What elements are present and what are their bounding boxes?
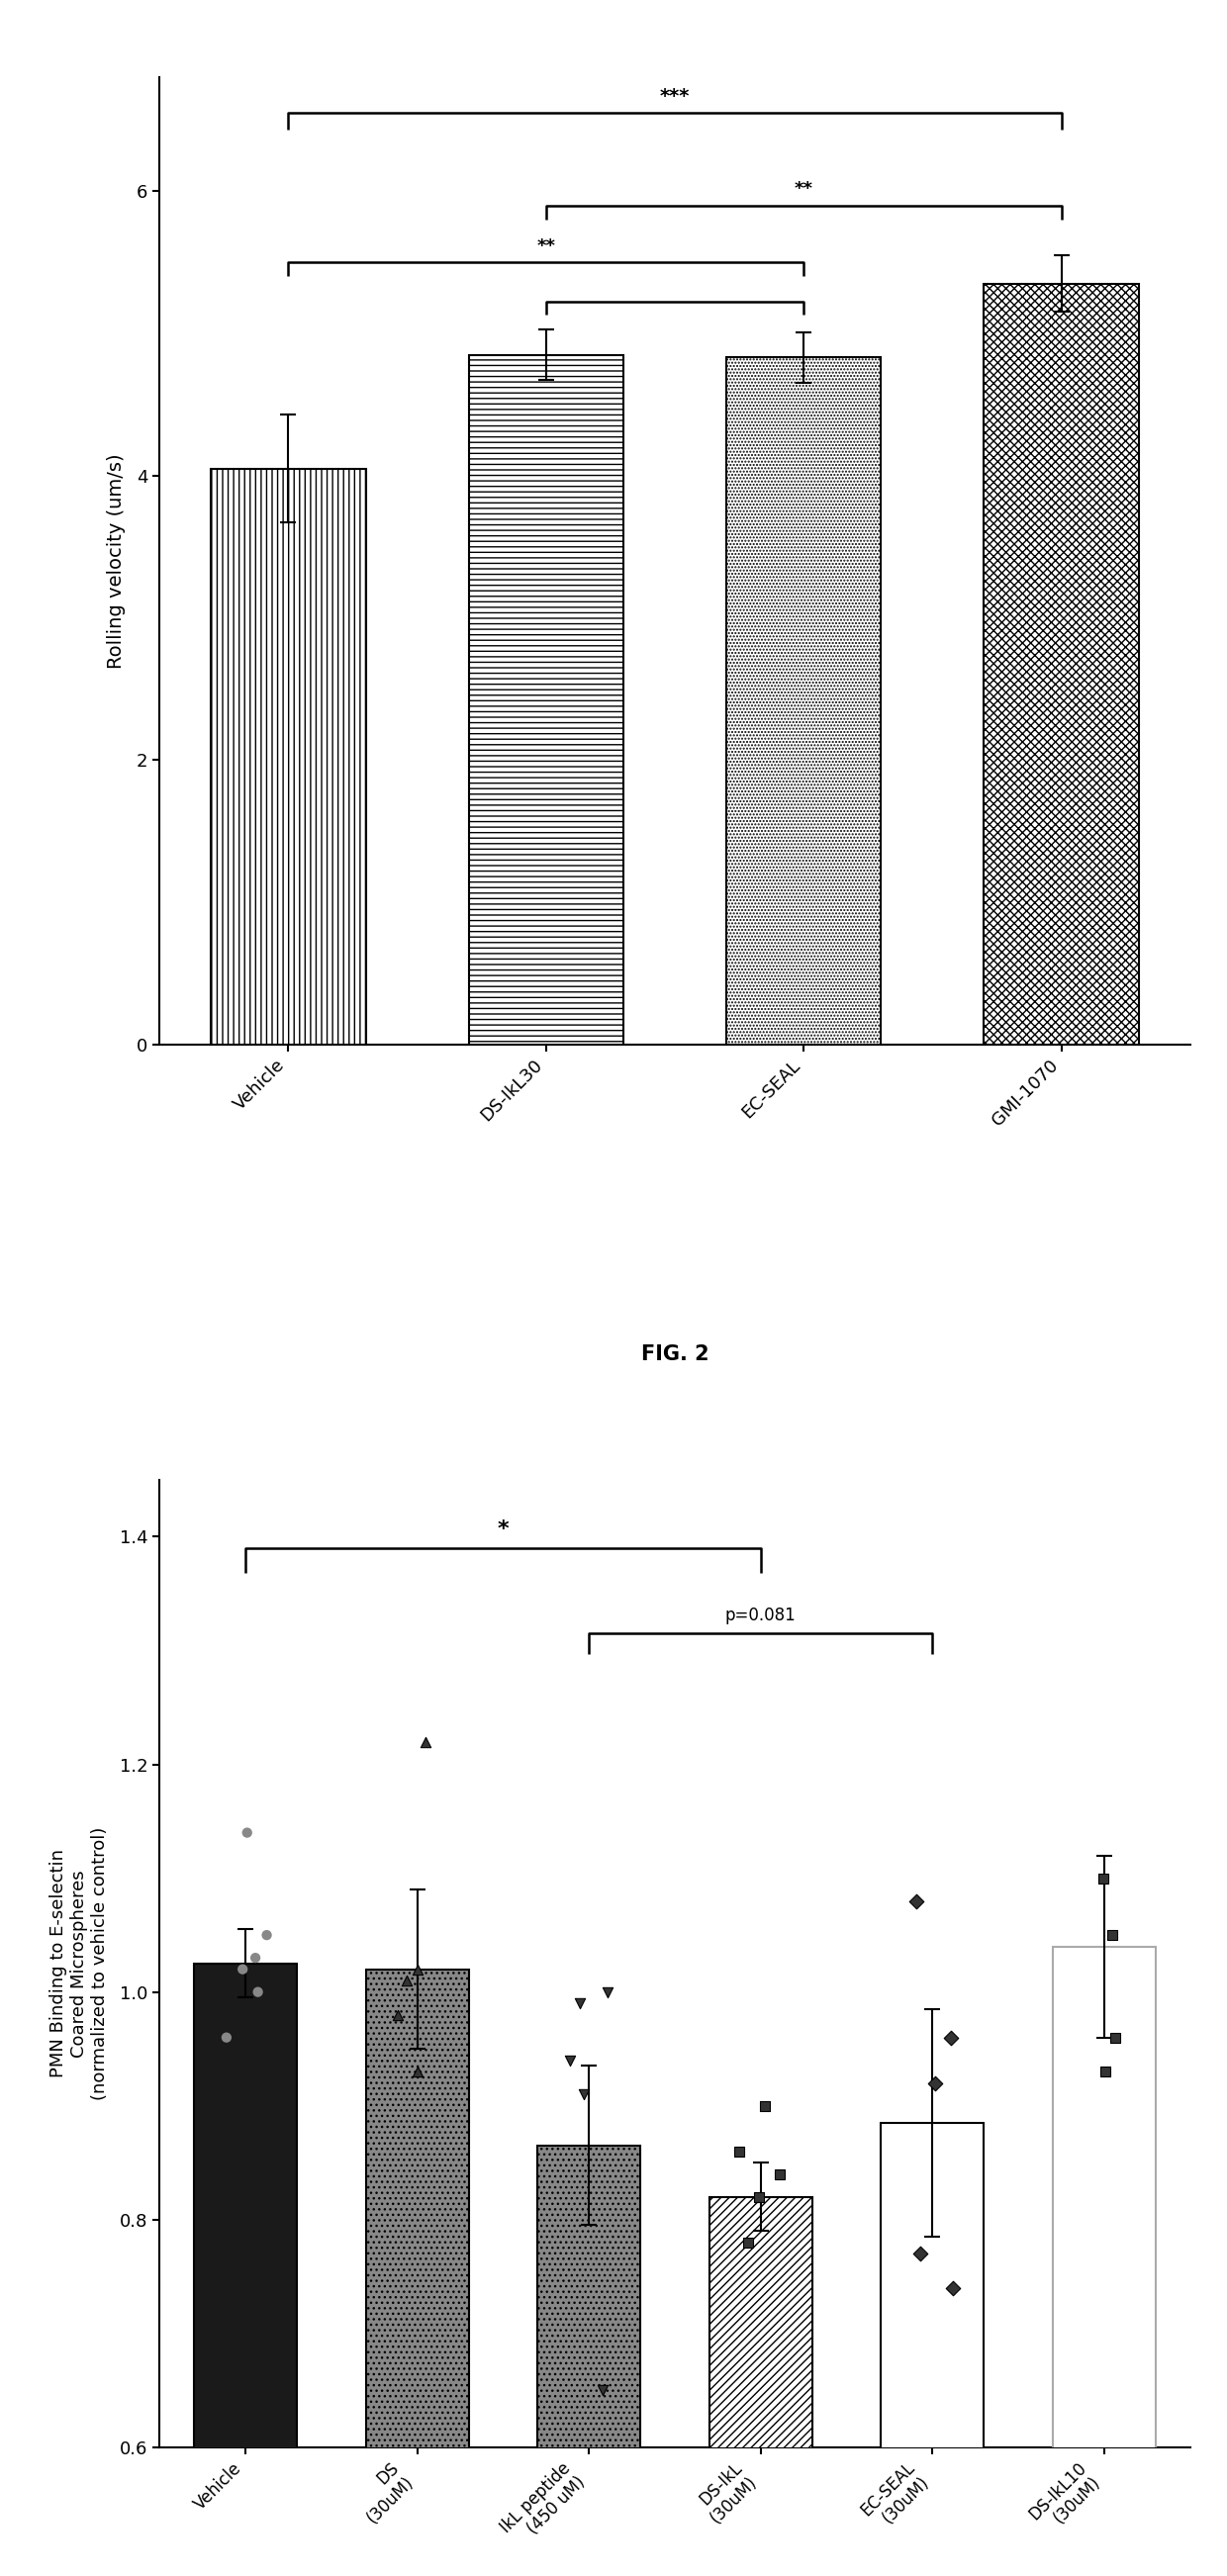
Point <box>416 1721 436 1762</box>
Point <box>245 1937 265 1978</box>
Point <box>771 2154 790 2195</box>
Text: *: * <box>497 1520 509 1538</box>
Bar <box>1053 1947 1156 2576</box>
Point <box>1106 2017 1125 2058</box>
Bar <box>984 283 1139 1046</box>
Point <box>907 1880 926 1922</box>
Point <box>398 1960 417 2002</box>
Point <box>593 2370 612 2411</box>
Bar <box>366 1968 469 2576</box>
Text: ***: *** <box>660 88 690 106</box>
Point <box>237 1811 256 1852</box>
Point <box>598 1971 617 2012</box>
Bar <box>881 2123 984 2576</box>
Bar <box>537 2146 640 2576</box>
Text: p=0.081: p=0.081 <box>725 1607 796 1625</box>
Point <box>407 1947 427 1989</box>
Point <box>942 2267 962 2308</box>
Bar <box>469 355 623 1046</box>
Point <box>925 2063 945 2105</box>
Point <box>1093 1857 1113 1899</box>
Point <box>941 2017 961 2058</box>
Point <box>256 1914 276 1955</box>
Point <box>1096 2050 1115 2092</box>
Bar <box>709 2197 812 2576</box>
Point <box>560 2040 579 2081</box>
Point <box>756 2084 775 2125</box>
Text: **: ** <box>536 237 556 255</box>
Y-axis label: Rolling velocity (um/s): Rolling velocity (um/s) <box>107 453 125 670</box>
Bar <box>194 1963 297 2576</box>
Point <box>407 2050 427 2092</box>
Point <box>217 2017 237 2058</box>
Point <box>739 2221 758 2262</box>
Point <box>569 1984 589 2025</box>
Point <box>730 2130 750 2172</box>
Y-axis label: PMN Binding to E-selectin
Coared Microspheres
(normalized to vehicle control): PMN Binding to E-selectin Coared Microsp… <box>49 1826 108 2099</box>
Text: FIG. 2: FIG. 2 <box>640 1345 709 1365</box>
Text: **: ** <box>794 180 814 198</box>
Bar <box>211 469 366 1046</box>
Point <box>248 1971 267 2012</box>
Point <box>233 1947 253 1989</box>
Point <box>388 1994 407 2035</box>
Bar <box>726 358 881 1046</box>
Point <box>1102 1914 1121 1955</box>
Point <box>748 2177 768 2218</box>
Point <box>574 2074 594 2115</box>
Point <box>910 2233 930 2275</box>
